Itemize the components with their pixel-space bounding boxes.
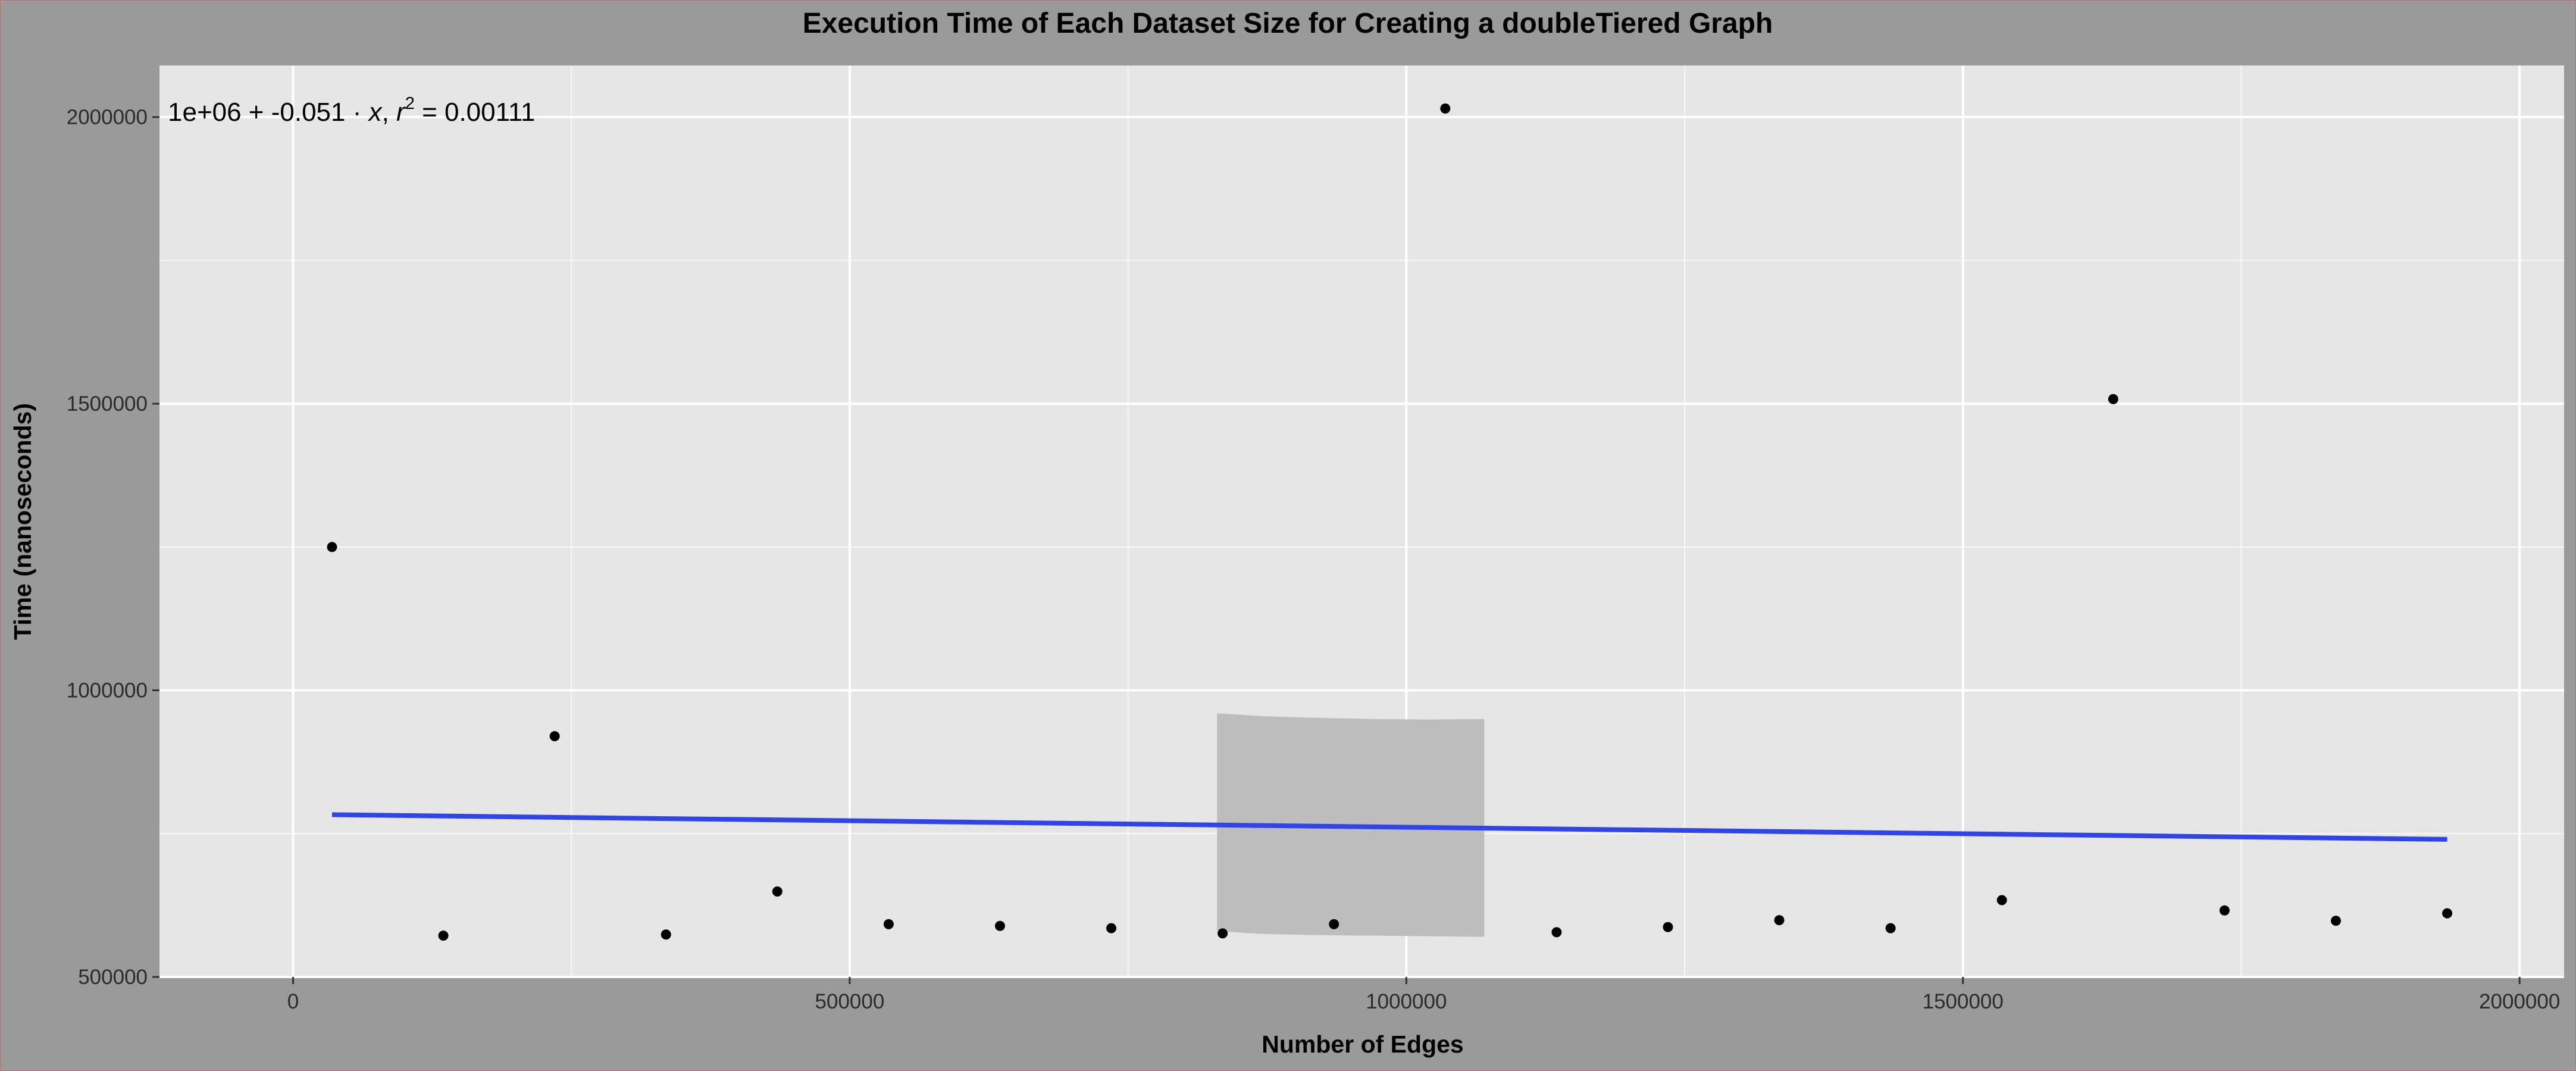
equation-sep: , [382, 98, 396, 127]
data-point [1106, 923, 1117, 933]
data-point [1885, 923, 1896, 933]
equation-x: x [368, 98, 383, 127]
fit-line [331, 812, 2447, 842]
chart-title: Execution Time of Each Dataset Size for … [803, 8, 1773, 39]
x-axis-ticks: 0 500000 1000000 1500000 2000000 [287, 977, 2560, 1013]
data-point [1774, 915, 1785, 926]
grid-major [159, 65, 2564, 978]
fit-line-layer [331, 812, 2447, 842]
data-point [661, 929, 671, 940]
data-point [1663, 922, 1673, 932]
data-point [883, 919, 894, 929]
data-point [994, 920, 1005, 931]
y-tick-label: 1500000 [67, 392, 148, 416]
data-point [549, 731, 560, 742]
y-tick-label: 500000 [78, 966, 148, 989]
data-point [1329, 919, 1339, 929]
x-tick-label: 0 [287, 990, 299, 1013]
x-tick-label: 2000000 [2479, 990, 2560, 1013]
x-tick-label: 1000000 [1366, 990, 1447, 1013]
x-tick-label: 1500000 [1923, 990, 2004, 1013]
y-tick-label: 2000000 [67, 106, 148, 129]
data-point [1440, 103, 1451, 114]
data-point [1551, 927, 1562, 938]
data-point [1996, 895, 2007, 905]
equation-r-exponent: 2 [405, 94, 415, 113]
data-point [2442, 908, 2453, 919]
data-point [2108, 394, 2118, 404]
regression-equation: 1e+06 + -0.051 · x, r2 = 0.00111 [168, 94, 536, 127]
x-axis-label: Number of Edges [1262, 1031, 1463, 1058]
data-point [1217, 928, 1228, 939]
data-point [2330, 916, 2341, 926]
data-point [772, 886, 782, 897]
data-point [327, 542, 337, 552]
equation-r-value: = 0.00111 [415, 98, 536, 127]
data-point [438, 931, 449, 941]
equation-r: r [396, 98, 406, 127]
data-points [327, 103, 2453, 941]
y-tick-label: 1000000 [67, 679, 148, 702]
equation-prefix: 1e+06 + -0.051 · [168, 98, 369, 127]
data-point [2219, 905, 2230, 916]
y-axis-label: Time (nanoseconds) [9, 403, 36, 640]
x-tick-label: 500000 [815, 990, 885, 1013]
y-axis-ticks: 500000 1000000 1500000 2000000 [67, 106, 159, 989]
